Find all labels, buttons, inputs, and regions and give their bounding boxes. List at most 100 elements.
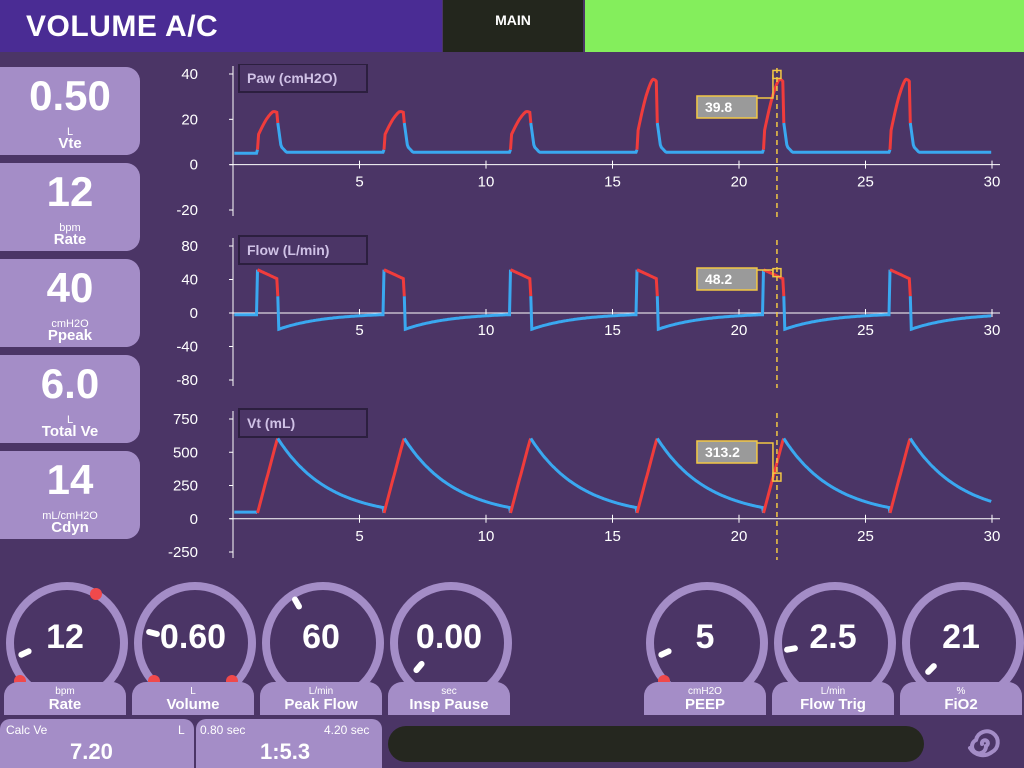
expiration-trace (234, 149, 259, 155)
cursor-marker (772, 69, 782, 80)
x-tick-label: 30 (984, 322, 1001, 339)
expiration-trace (655, 269, 765, 332)
monitored-rate: 12 bpm Rate (0, 163, 140, 251)
spiral-logo-icon (968, 729, 1000, 758)
monitored-label: Vte (58, 135, 82, 152)
y-tick-label: 750 (173, 411, 198, 428)
x-tick-label: 5 (355, 528, 363, 545)
monitored-label: Ppeak (47, 327, 93, 344)
x-tick-label: 25 (857, 174, 874, 191)
panel-title: Flow (L/min) (247, 242, 329, 258)
flow-trig-knob[interactable]: 2.5 L/min Flow Trig (772, 580, 896, 715)
x-tick-label: 25 (857, 528, 874, 545)
y-tick-label: 40 (181, 66, 198, 83)
alarm-limit-dot-icon (90, 588, 102, 600)
waveform-graphs[interactable]: Paw (cmH2O) 40 20 0 -20 5 10 15 20 25 30 39.8 Flow (… (160, 64, 1010, 564)
panel-title-box (238, 64, 368, 93)
inspiration-trace (889, 268, 912, 297)
monitored-label: Total Ve (41, 423, 99, 440)
knob-label: Volume (166, 696, 220, 713)
expiration-trace (909, 437, 992, 503)
y-tick-label: 80 (181, 238, 198, 255)
x-tick-label: 20 (731, 174, 748, 191)
knob-value: 5 (695, 618, 715, 656)
x-tick-label: 5 (355, 174, 363, 191)
x-tick-label: 5 (355, 322, 363, 339)
inspiration-trace (509, 268, 533, 297)
inspiration-trace (256, 268, 280, 297)
expiration-trace (276, 269, 386, 332)
knob-unit: cmH2O (688, 686, 722, 697)
x-tick-label: 15 (604, 322, 621, 339)
inspiration-trace (888, 437, 912, 514)
monitored-label: Rate (53, 231, 87, 248)
cursor-value-box (696, 95, 758, 119)
knob-unit: L/min (308, 686, 334, 697)
monitored-unit: bpm (59, 222, 81, 234)
calc-ve-box: Calc Ve L 7.20 (0, 719, 194, 768)
x-tick-label: 30 (984, 174, 1001, 191)
monitored-vte: 0.50 L Vte (0, 67, 140, 155)
monitored-total-ve: 6.0 L Total Ve (0, 355, 140, 443)
knob-value: 12 (46, 618, 84, 656)
panel-title: Paw (cmH2O) (247, 70, 337, 86)
monitored-label: Cdyn (51, 519, 89, 536)
x-tick-label: 25 (857, 322, 874, 339)
y-tick-label: -250 (168, 544, 198, 561)
message-bar (388, 726, 924, 762)
y-tick-label: 250 (173, 478, 198, 495)
monitored-value: 6.0 (40, 360, 100, 407)
cursor-leader (756, 442, 774, 478)
expiration-trace (782, 437, 892, 514)
x-tick-label: 15 (604, 174, 621, 191)
knob-label: FiO2 (944, 696, 978, 713)
ie-ratio-value: 1:5.3 (260, 739, 311, 764)
waveform-panel: Paw (cmH2O) 40 20 0 -20 5 10 15 20 25 30 39.8 (176, 64, 1000, 219)
knob-unit: sec (441, 686, 457, 697)
mode-title[interactable]: VOLUME A/C (26, 10, 219, 43)
knob-footer: sec Insp Pause (388, 682, 510, 715)
panel-title-box (238, 408, 368, 438)
knob-value: 0.00 (415, 618, 483, 656)
peep-knob[interactable]: 5 cmH2O PEEP (644, 580, 768, 715)
knob-unit: bpm (55, 686, 75, 697)
knob-value: 60 (302, 618, 340, 656)
expiration-trace (655, 122, 765, 154)
expiration-trace (529, 122, 639, 154)
expiration-trace (276, 437, 386, 514)
expiration-trace (402, 269, 512, 332)
knob-footer: bpm Rate (4, 682, 126, 715)
y-tick-label: 0 (190, 305, 198, 322)
knob-label: Peak Flow (284, 696, 358, 713)
cursor-value: 39.8 (705, 99, 732, 115)
x-tick-label: 10 (478, 174, 495, 191)
waveform-panel: Vt (mL) 750 500 250 0 -250 5 10 15 20 25 30 313.2 (168, 408, 1000, 561)
knob-footer: cmH2O PEEP (644, 682, 766, 715)
monitored-value: 0.50 (29, 72, 111, 119)
ie-ratio-box: 0.80 sec 4.20 sec 1:5.3 (196, 719, 382, 768)
fio2-knob[interactable]: 21 % FiO2 (900, 580, 1024, 715)
monitored-unit: L (66, 414, 74, 426)
cursor-value: 313.2 (705, 444, 740, 460)
calc-ve-label: Calc Ve (6, 723, 48, 737)
cursor-value-box (696, 440, 758, 464)
insp-pause-knob[interactable]: 0.00 sec Insp Pause (388, 580, 512, 715)
y-tick-label: 500 (173, 444, 198, 461)
volume-knob[interactable]: 0.60 L Volume (132, 580, 256, 715)
monitored-unit: mL/cmH2O (42, 510, 98, 522)
te-value: 4.20 sec (324, 723, 370, 737)
cursor-leader (756, 74, 774, 99)
main-tab[interactable]: MAIN (443, 0, 583, 52)
peak-flow-knob[interactable]: 60 L/min Peak Flow (260, 580, 384, 715)
y-tick-label: 0 (190, 511, 198, 528)
knob-unit: L (190, 686, 196, 697)
knob-value: 21 (942, 618, 980, 656)
y-tick-label: 0 (190, 157, 198, 174)
status-bar (585, 0, 1024, 52)
expiration-trace (782, 122, 892, 154)
inspiration-trace (509, 110, 533, 150)
monitored-value: 14 (46, 456, 94, 503)
y-tick-label: -20 (176, 202, 198, 219)
rate-knob[interactable]: 12 bpm Rate (4, 580, 128, 715)
knob-footer: L/min Flow Trig (772, 682, 894, 715)
